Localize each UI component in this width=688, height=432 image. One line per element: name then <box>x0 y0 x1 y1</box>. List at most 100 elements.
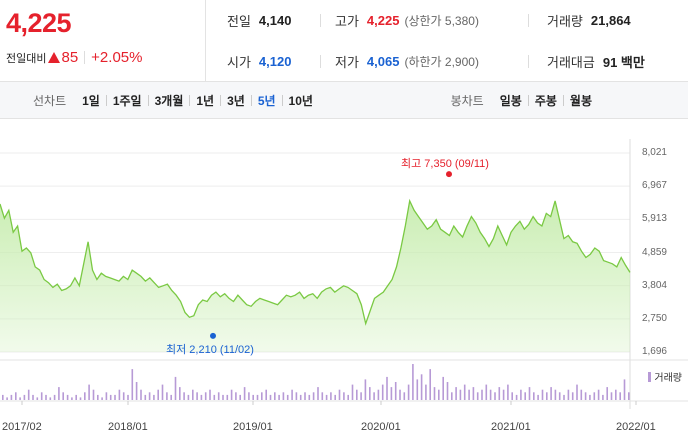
volume-bar <box>589 394 591 400</box>
volume-bar <box>386 376 388 400</box>
low-annotation: 최저 2,210 (11/02) <box>166 343 254 356</box>
volume-bar <box>571 392 574 400</box>
volume-bar <box>317 387 319 400</box>
volume-value: 21,864 <box>590 13 631 28</box>
volume-bar <box>330 392 332 400</box>
volume-bar <box>75 394 77 400</box>
divider <box>562 94 564 106</box>
quote-details: 전일 4,140 고가 4,225 (상한가 5,380) 거래량 21,864… <box>207 0 688 82</box>
volume-bar <box>274 392 276 400</box>
volume-bar <box>364 379 367 400</box>
y-tick-label: 5,913 <box>641 213 667 225</box>
price-chart[interactable]: 8,021 6,967 5,913 4,859 3,804 2,750 1,696 2017… <box>0 119 688 432</box>
period-5y-button[interactable]: 5년 <box>257 93 276 108</box>
volume-bar <box>433 387 436 400</box>
volume-bar <box>325 394 328 400</box>
low-label: 저가 <box>335 55 359 70</box>
volume-bar <box>170 394 172 400</box>
volume-bar <box>200 394 203 400</box>
volume-cell: 거래량 21,864 <box>547 0 631 41</box>
volume-bar <box>183 392 185 400</box>
period-3y-button[interactable]: 3년 <box>227 93 245 108</box>
volume-label: 거래량 <box>547 14 583 29</box>
high-label: 고가 <box>335 14 359 29</box>
volume-bar <box>32 394 34 400</box>
candle-chart-label: 봉차트 <box>450 93 484 108</box>
volume-bar <box>541 389 544 400</box>
volume-bar <box>79 397 82 400</box>
volume-bar <box>161 384 164 400</box>
volume-bar <box>438 389 440 400</box>
volume-bar <box>122 392 125 400</box>
volume-bar <box>472 387 475 400</box>
period-1w-button[interactable]: 1주일 <box>112 93 142 108</box>
volume-bar <box>420 374 423 400</box>
volume-bar <box>451 392 453 400</box>
period-group: 선차트 1일 1주일 3개월 1년 3년 5년 10년 <box>33 92 319 109</box>
high-marker <box>446 171 452 178</box>
volume-bar <box>97 394 99 400</box>
volume-bar <box>377 389 380 400</box>
volume-bar <box>429 369 431 400</box>
current-price: 4,225 <box>6 8 72 38</box>
amount-label: 거래대금 <box>547 55 595 70</box>
volume-bar <box>179 387 181 400</box>
volume-bar <box>269 394 272 400</box>
volume-bar <box>498 387 501 400</box>
volume-bar <box>481 389 483 400</box>
volume-bar <box>343 392 345 400</box>
volume-bar <box>463 384 466 400</box>
volume-bar <box>36 397 39 400</box>
volume-bar <box>153 394 155 400</box>
weekly-candle-button[interactable]: 주봉 <box>534 93 557 108</box>
volume-bar <box>213 394 216 400</box>
volume-bar <box>360 392 362 400</box>
volume-bar <box>148 392 151 400</box>
volume-bar <box>347 394 349 400</box>
x-tick-label: 2022/01 <box>616 421 656 432</box>
volume-bar <box>563 394 565 400</box>
divider <box>220 94 222 106</box>
price-area <box>0 200 630 352</box>
divider <box>250 94 252 106</box>
volume-legend-label: 거래량 <box>654 373 682 384</box>
volume-bar <box>373 392 375 400</box>
volume-legend: 거래량 <box>648 369 682 384</box>
period-1d-button[interactable]: 1일 <box>82 93 100 108</box>
period-3m-button[interactable]: 3개월 <box>154 93 184 108</box>
daily-candle-button[interactable]: 일봉 <box>499 93 522 108</box>
volume-bar <box>550 387 552 400</box>
volume-bar <box>485 384 488 400</box>
volume-bar <box>334 394 336 400</box>
high-value: 4,225 <box>366 13 400 28</box>
volume-bar <box>619 392 621 400</box>
period-1y-button[interactable]: 1년 <box>196 93 215 108</box>
volume-bar <box>109 394 112 400</box>
divider <box>320 55 321 68</box>
volume-bar <box>528 387 531 400</box>
volume-bar <box>204 392 207 400</box>
volume-bar <box>459 389 462 400</box>
volume-bar <box>351 384 354 400</box>
volume-bar <box>19 397 21 400</box>
volume-bar <box>524 392 526 400</box>
lower-limit: (하한가 2,900) <box>404 55 479 69</box>
volume-bar <box>217 392 220 400</box>
volume-bar <box>295 392 298 400</box>
volume-bar <box>40 392 43 400</box>
divider <box>527 94 529 106</box>
x-tick-label: 2019/01 <box>233 421 273 432</box>
x-tick-label: 2021/01 <box>491 421 531 432</box>
volume-bar <box>157 389 159 400</box>
volume-bar <box>282 392 285 400</box>
monthly-candle-button[interactable]: 월봉 <box>569 93 592 108</box>
volume-bar <box>442 376 444 400</box>
volume-bar <box>606 387 608 400</box>
volume-bar <box>252 394 254 400</box>
volume-bar <box>511 392 513 400</box>
volume-bar <box>390 387 393 400</box>
period-10y-button[interactable]: 10년 <box>288 93 313 108</box>
volume-bar <box>446 382 449 400</box>
divider <box>84 51 86 64</box>
volume-swatch <box>648 371 652 382</box>
